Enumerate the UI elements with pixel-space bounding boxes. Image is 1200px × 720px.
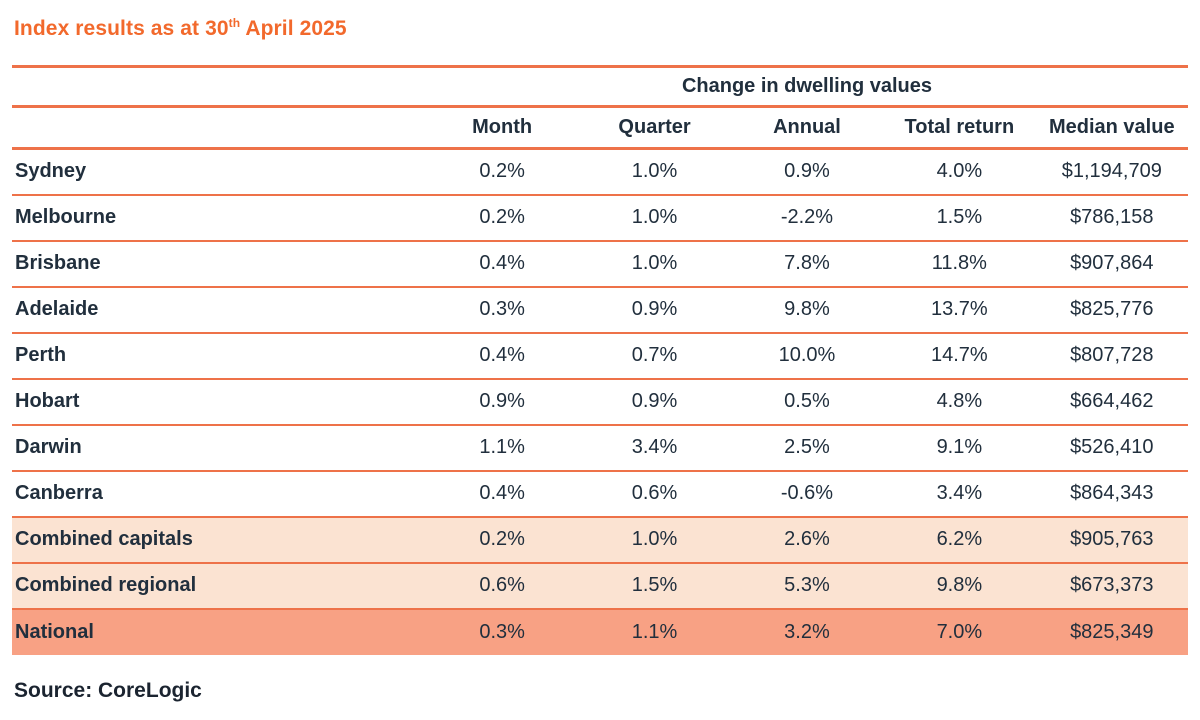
group-header-spacer [12,65,426,108]
cell-value: 0.9% [730,148,884,196]
row-label: National [15,620,94,643]
table-row: Adelaide 0.3% 0.9% 9.8% 13.7% $825,776 [12,286,1188,334]
cell-value: 9.8% [883,562,1036,610]
cell-value: 11.8% [883,240,1036,288]
cell-value: 1.1% [425,424,579,472]
cell-value: $673,373 [1035,562,1188,610]
row-label: Combined capitals [12,516,426,564]
row-label: Canberra [12,470,426,518]
cell-value: 1.0% [578,148,731,196]
cell-value: 0.2% [425,148,579,196]
column-header-total-return: Total return [883,106,1036,150]
cell-value: 0.6% [425,562,579,610]
cell-value: 2.6% [730,516,884,564]
row-label: Darwin [12,424,426,472]
cell-value: -0.6% [730,470,884,518]
column-header-month: Month [425,106,579,150]
cell-value: 1.0% [578,194,731,242]
cell-value: $786,158 [1035,194,1188,242]
table-row: Combined regional 0.6% 1.5% 5.3% 9.8% $673,37… [12,562,1188,610]
group-header: Change in dwelling values [425,65,1188,108]
cell-value: 0.2% [425,194,579,242]
row-label: Perth [12,332,426,380]
cell-value: 0.9% [578,378,731,426]
group-header-row: Change in dwelling values [12,65,1188,108]
cell-value: 0.5% [730,378,884,426]
cell-value: -2.2% [730,194,884,242]
cell-value: 13.7% [883,286,1036,334]
column-header-median-value: Median value [1035,106,1188,150]
cell-value: 0.4% [425,332,579,380]
cell-value: 1.0% [578,516,731,564]
table-row: Sydney 0.2% 1.0% 0.9% 4.0% $1,194,709 [12,148,1188,196]
cell-value: 0.9% [425,378,579,426]
cell-value: 6.2% [883,516,1036,564]
cell-value: 0.9% [578,286,731,334]
column-header-row: Month Quarter Annual Total return Median val… [12,106,1188,150]
cell-value: 1.5% [578,562,731,610]
column-header-annual: Annual [730,106,884,150]
cell-value: $526,410 [1035,424,1188,472]
dwelling-values-table: Change in dwelling values Month Quarter An… [12,65,1188,655]
cell-value: 5.3% [730,562,884,610]
table-row: Melbourne 0.2% 1.0% -2.2% 1.5% $786,158 [12,194,1188,242]
page-title-date: April 2025 [240,17,347,40]
table-row: Hobart 0.9% 0.9% 0.5% 4.8% $664,462 [12,378,1188,426]
cell-value: 0.4% [425,470,579,518]
cell-value: $664,462 [1035,378,1188,426]
cell-value: 3.4% [578,424,731,472]
row-label: Adelaide [12,286,426,334]
cell-value: $907,864 [1035,240,1188,288]
cell-value: $905,763 [1035,516,1188,564]
row-label: Combined regional [12,562,426,610]
row-label: Brisbane [12,240,426,288]
column-header-quarter: Quarter [578,106,731,150]
row-label: Sydney [12,148,426,196]
cell-value: $807,728 [1035,332,1188,380]
cell-value: 1.1% [631,620,678,643]
cell-value: 3.4% [883,470,1036,518]
table-row: Darwin 1.1% 3.4% 2.5% 9.1% $526,410 [12,424,1188,472]
cell-value: 0.3% [479,620,525,643]
cell-value: 2.5% [730,424,884,472]
table-row: Canberra 0.4% 0.6% -0.6% 3.4% $864,343 [12,470,1188,518]
cell-value: 9.8% [730,286,884,334]
cell-value: 14.7% [883,332,1036,380]
cell-value: 0.2% [425,516,579,564]
cell-value: 1.0% [578,240,731,288]
row-label: Hobart [12,378,426,426]
column-header-spacer [12,106,426,150]
page-title-text: Index results as at 30 [14,17,229,40]
cell-value: 4.8% [883,378,1036,426]
cell-value: 4.0% [883,148,1036,196]
row-label: Melbourne [12,194,426,242]
cell-value: 0.4% [425,240,579,288]
cell-value: 7.0% [936,620,983,643]
table-row: Perth 0.4% 0.7% 10.0% 14.7% $807,728 [12,332,1188,380]
table-row: National 0.3% 1.1% 3.2% 7.0% $825,349 [12,608,1188,655]
cell-value: 0.3% [425,286,579,334]
cell-value: 10.0% [730,332,884,380]
cell-value: 3.2% [784,620,830,643]
cell-value: 7.8% [730,240,884,288]
table-row: Combined capitals 0.2% 1.0% 2.6% 6.2% $905,76… [12,516,1188,564]
cell-value: $1,194,709 [1035,148,1188,196]
cell-value: $825,349 [1070,620,1154,643]
page-title: Index results as at 30th April 2025 [14,16,1200,41]
title-superscript: th [228,16,241,30]
cell-value: 0.6% [578,470,731,518]
cell-value: $864,343 [1035,470,1188,518]
table-row: Brisbane 0.4% 1.0% 7.8% 11.8% $907,864 [12,240,1188,288]
cell-value: 0.7% [578,332,731,380]
source-attribution: Source: CoreLogic [14,678,202,702]
cell-value: 9.1% [883,424,1036,472]
cell-value: 1.5% [883,194,1036,242]
cell-value: $825,776 [1035,286,1188,334]
